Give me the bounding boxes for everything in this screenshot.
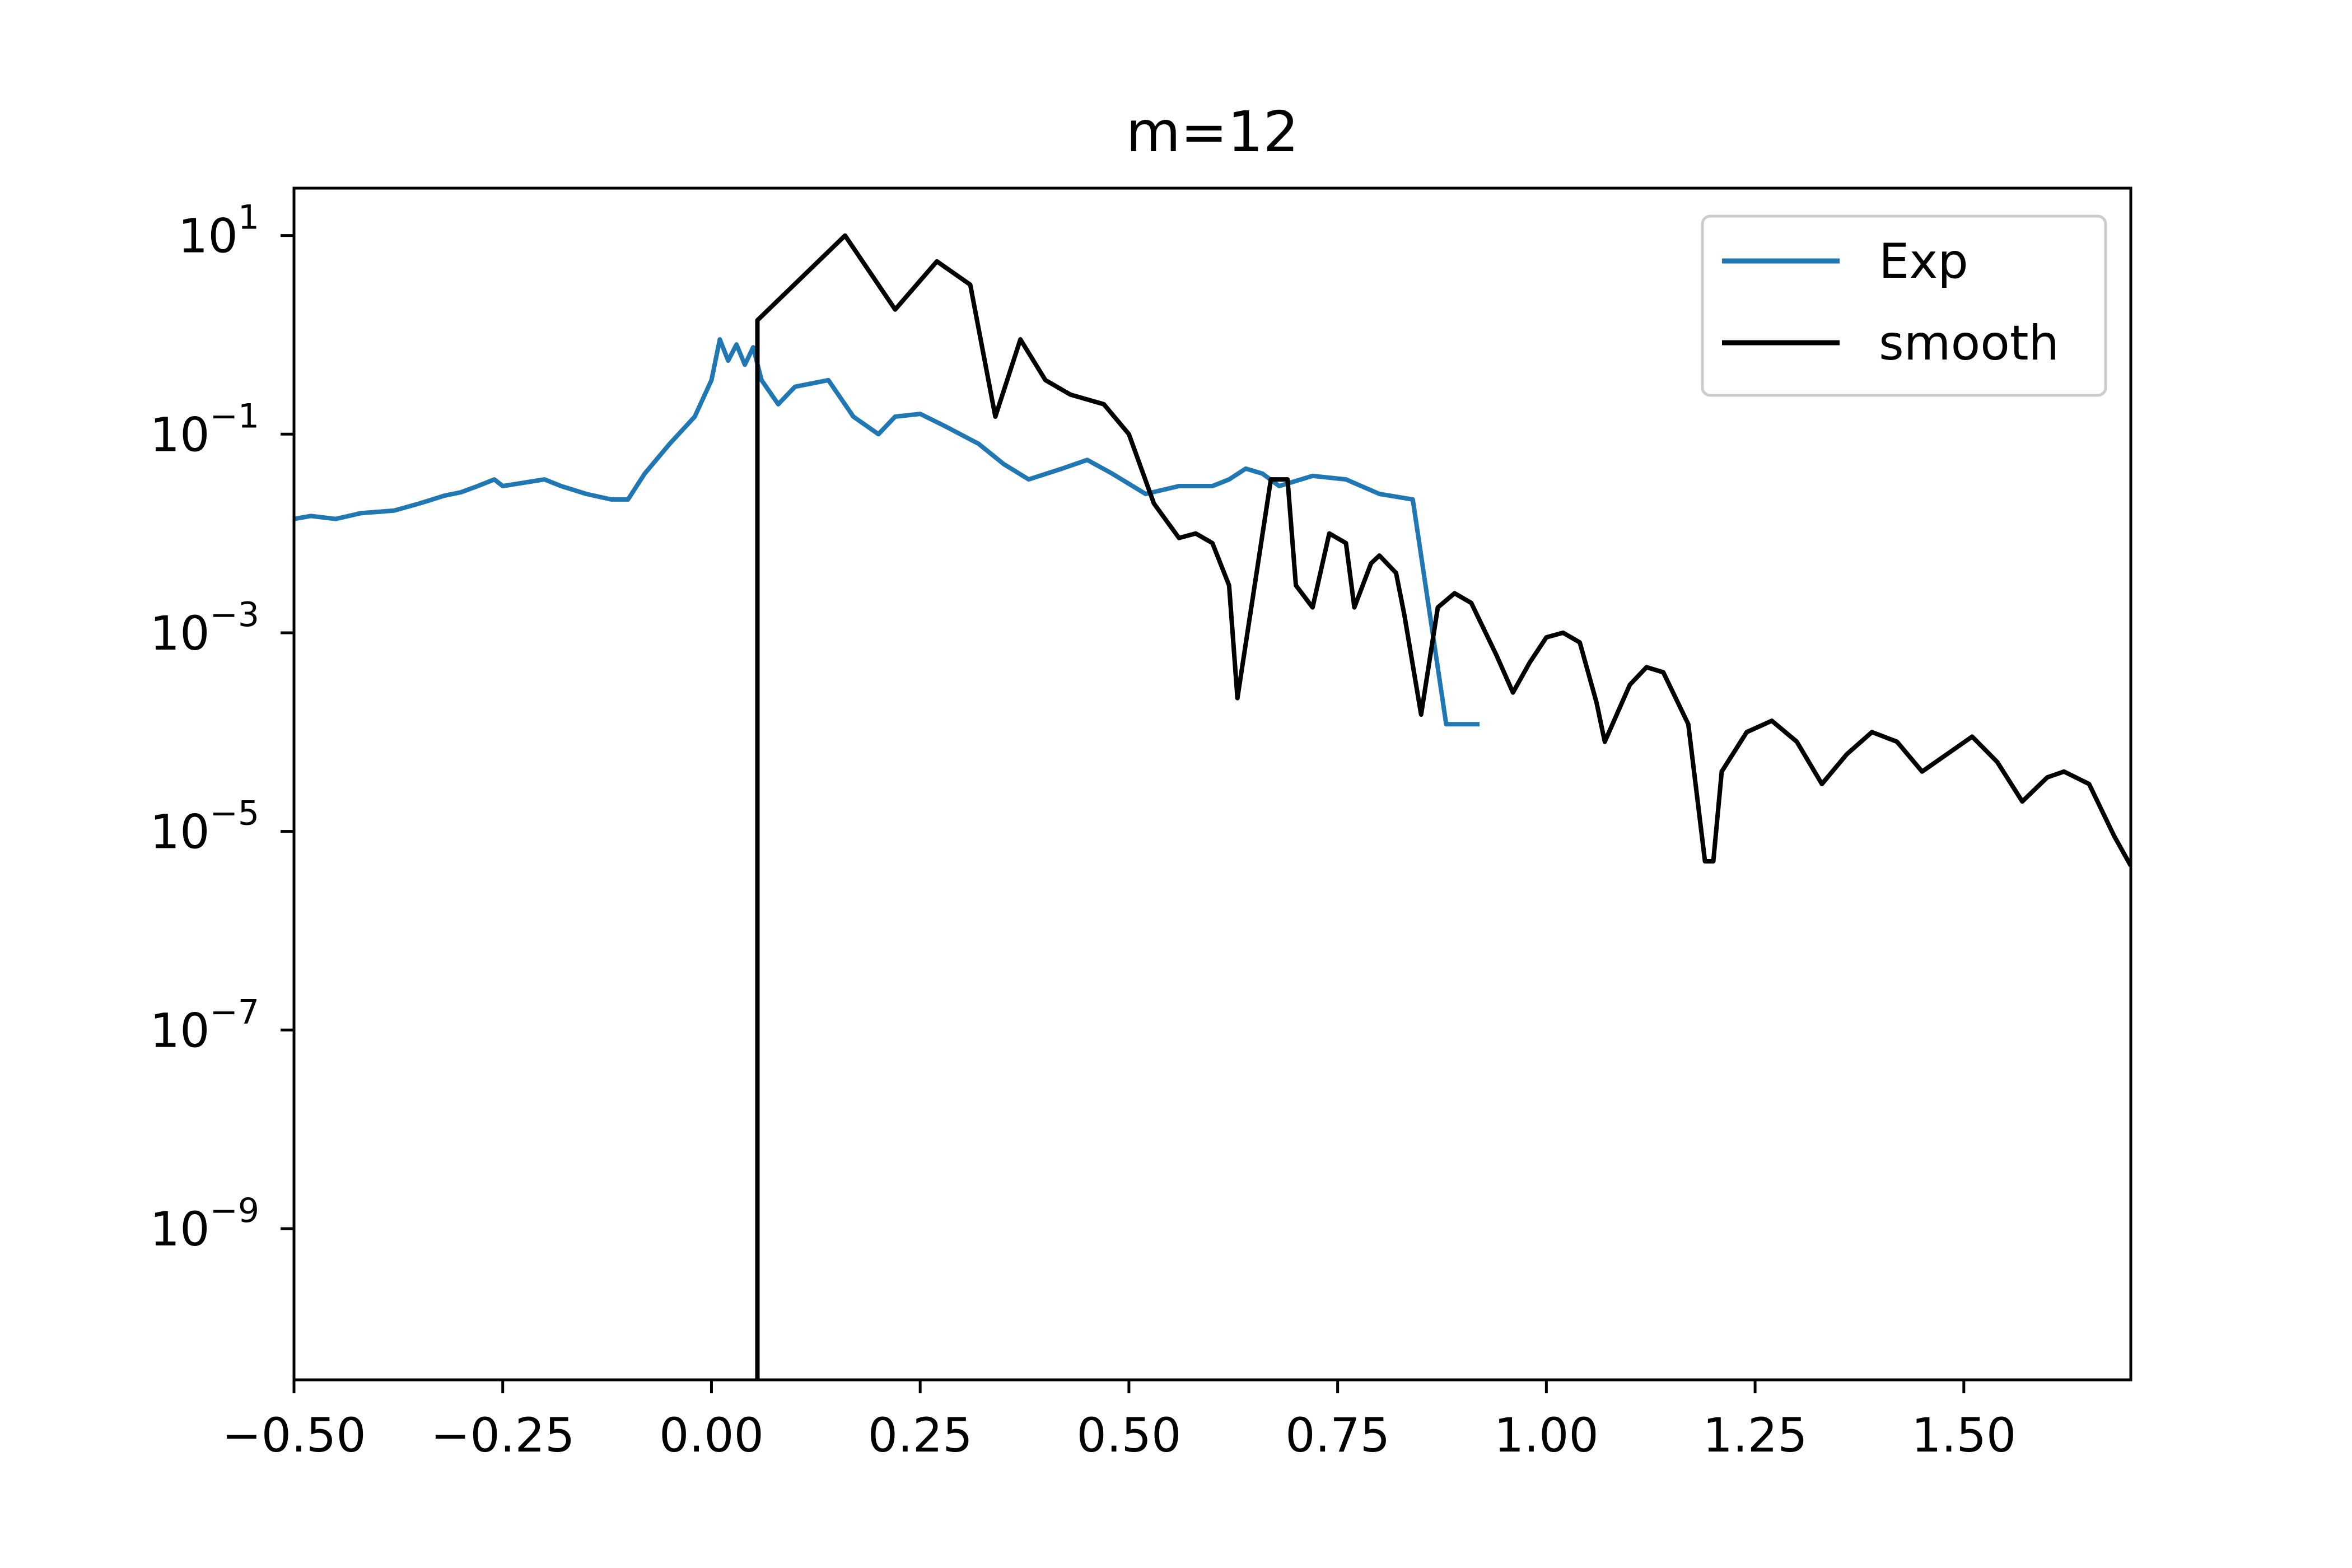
legend: Exp smooth: [1701, 214, 2107, 397]
x-axis: −0.50 −0.25 0.00 0.25 0.50 0.75 1.00 1.25 1.50: [222, 1380, 2016, 1463]
series-layer: [294, 233, 2131, 1380]
x-tick-label: 1.00: [1494, 1408, 1599, 1463]
legend-label-exp: Exp: [1879, 234, 1968, 290]
x-tick-label: −0.25: [431, 1408, 575, 1463]
x-tick-label: −0.50: [222, 1408, 366, 1463]
plot-area-frame: [292, 186, 2132, 1382]
series-line-exp: [294, 337, 1480, 727]
x-tick-label: 1.25: [1703, 1408, 1808, 1463]
y-tick-label: 10−7: [150, 992, 259, 1058]
x-tick-label: 1.50: [1911, 1408, 2016, 1463]
y-tick-label: 10−9: [150, 1191, 259, 1257]
axes-layer: [292, 186, 2132, 1382]
chart-title: m=12: [1126, 99, 1299, 165]
y-tick-label: 10−1: [150, 396, 259, 462]
x-tick-label: 0.75: [1285, 1408, 1390, 1463]
x-tick-label: 0.00: [659, 1408, 764, 1463]
y-axis: 101 10−1 10−3 10−5 10−7 10−9: [150, 198, 294, 1257]
legend-label-smooth: smooth: [1879, 315, 2059, 371]
series-line-smooth: [755, 233, 2131, 1380]
y-tick-label: 101: [178, 198, 259, 264]
y-tick-label: 10−5: [150, 794, 259, 860]
x-tick-label: 0.50: [1076, 1408, 1181, 1463]
y-tick-label: 10−3: [150, 595, 259, 661]
x-tick-label: 0.25: [868, 1408, 973, 1463]
